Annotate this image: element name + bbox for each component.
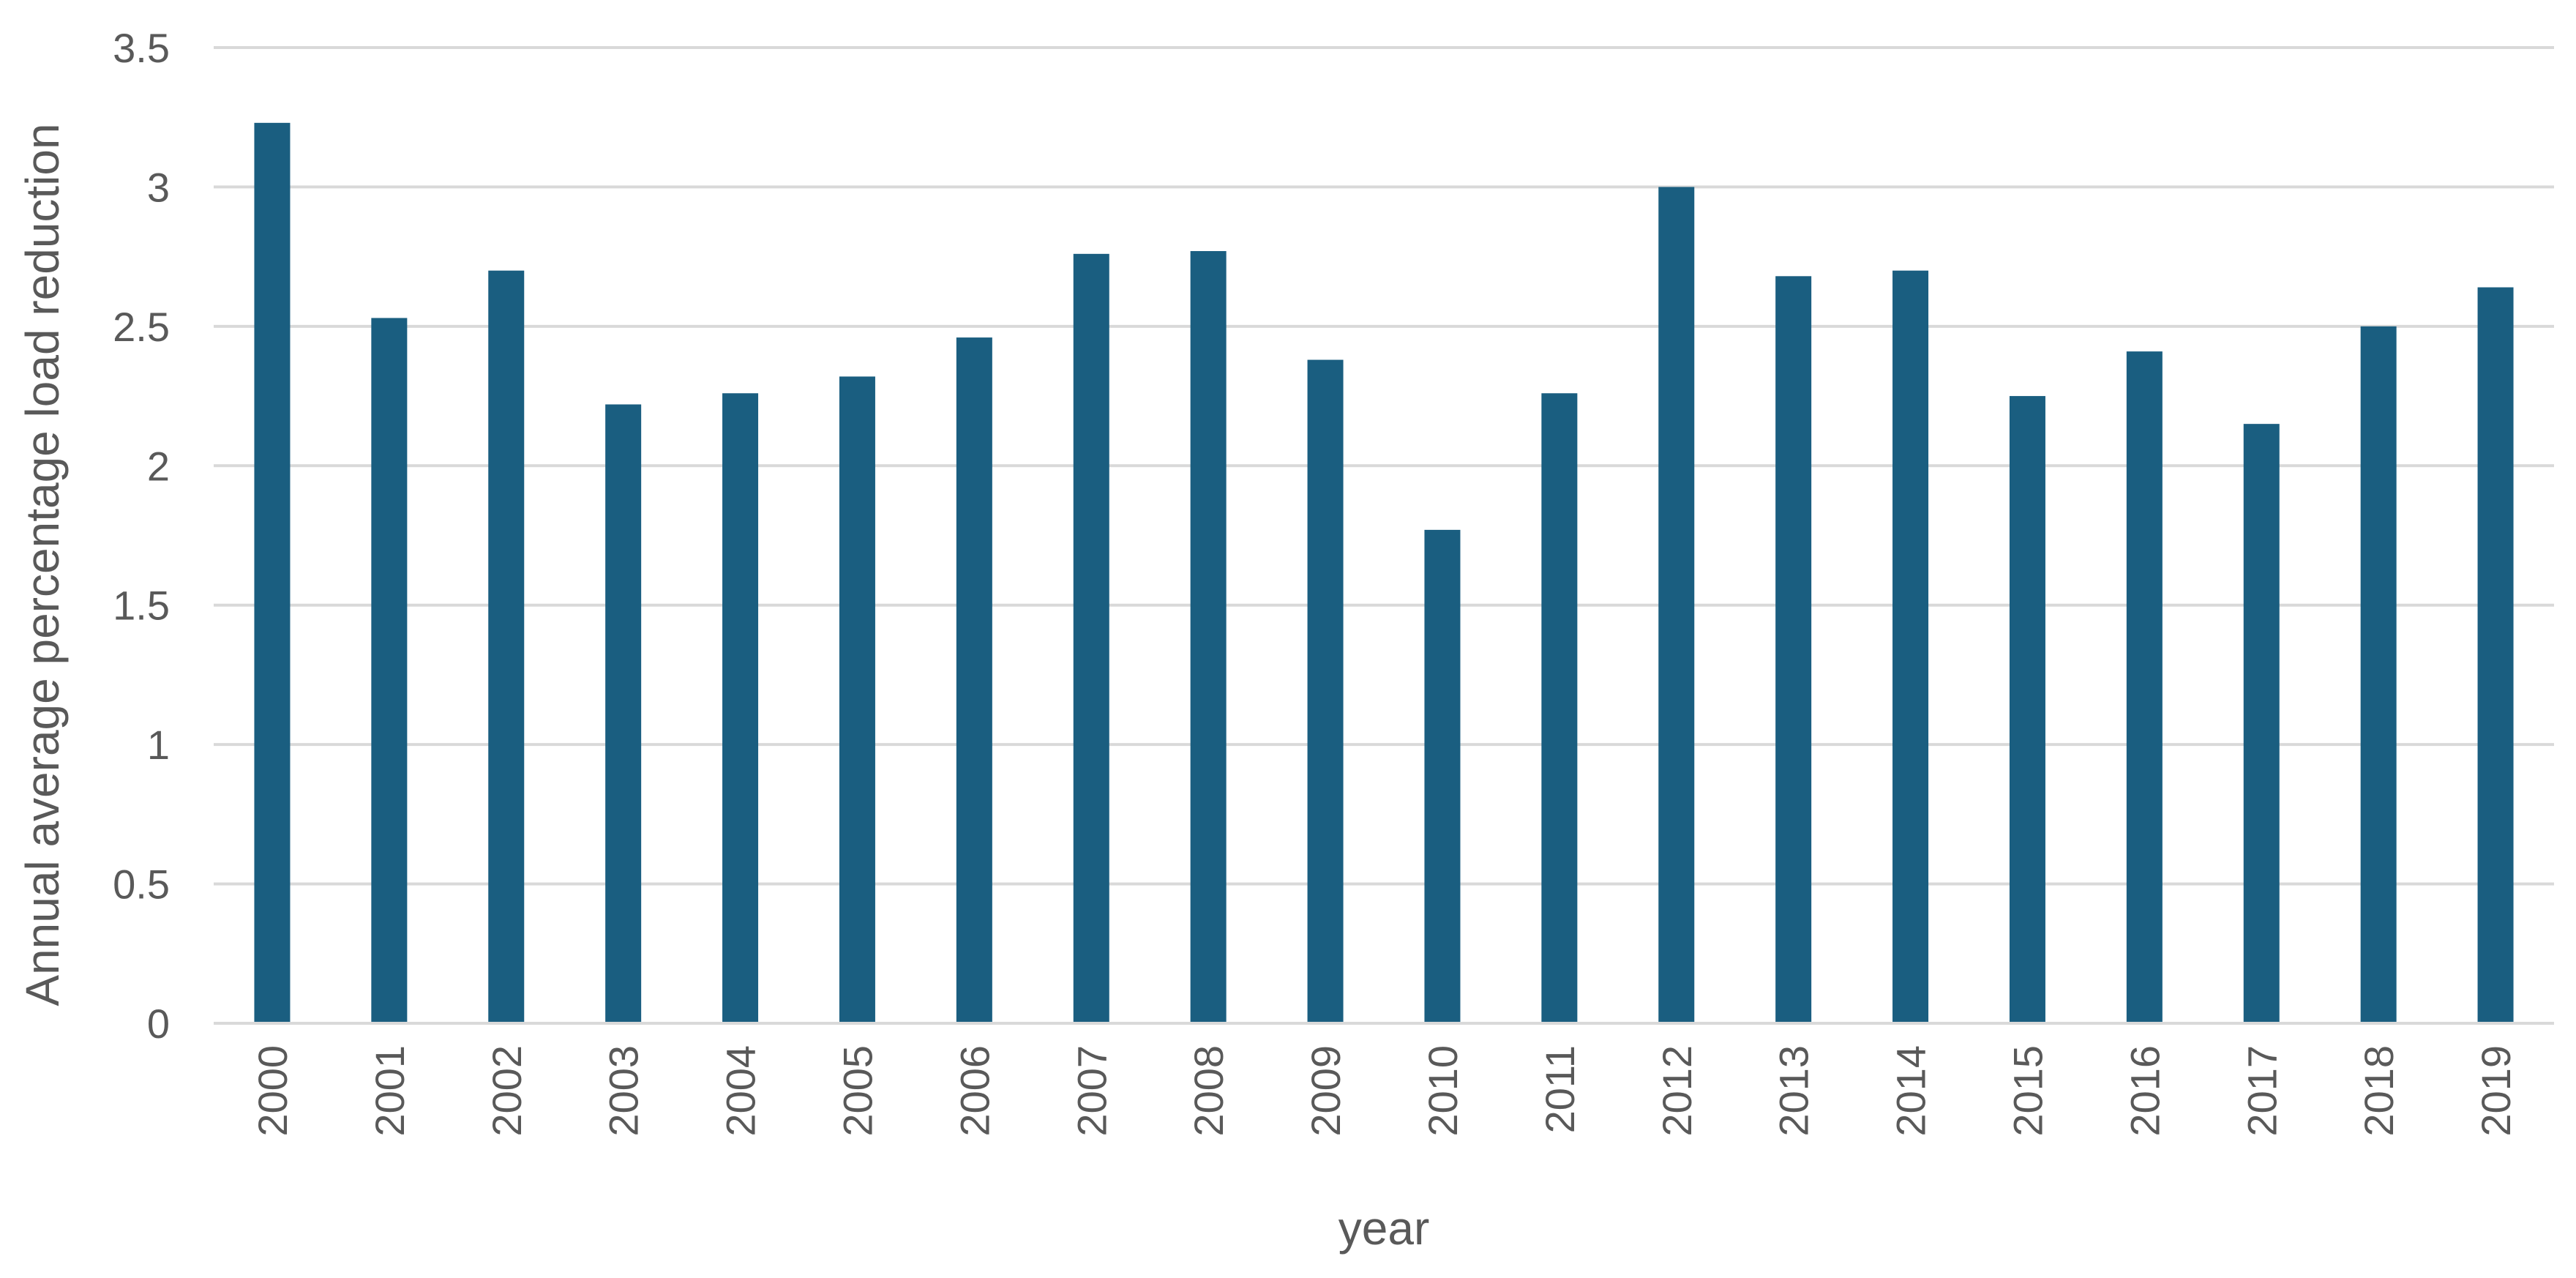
bar-2010 bbox=[1424, 529, 1461, 1023]
bar-2001 bbox=[371, 318, 408, 1024]
x-tick-label: 2016 bbox=[2122, 1045, 2168, 1137]
bar-2000 bbox=[254, 122, 291, 1023]
bar-2005 bbox=[839, 376, 875, 1023]
bar-2011 bbox=[1541, 393, 1578, 1023]
x-tick-label: 2004 bbox=[718, 1045, 764, 1137]
x-tick-label: 2010 bbox=[1420, 1045, 1466, 1137]
bar-2003 bbox=[605, 404, 642, 1023]
gridlines bbox=[214, 46, 2554, 886]
bar-2016 bbox=[2126, 351, 2163, 1023]
bar-2017 bbox=[2243, 424, 2280, 1023]
x-tick-label: 2019 bbox=[2473, 1045, 2519, 1137]
x-tick-label: 2000 bbox=[250, 1045, 296, 1137]
x-tick-label: 2006 bbox=[951, 1045, 997, 1137]
y-tick-label: 2 bbox=[147, 443, 170, 489]
x-tick-label: 2008 bbox=[1186, 1045, 1232, 1137]
y-tick-label: 3 bbox=[147, 164, 170, 210]
x-axis-title: year bbox=[1338, 1202, 1430, 1255]
y-tick-label: 2.5 bbox=[113, 304, 170, 350]
bar-2009 bbox=[1307, 359, 1344, 1023]
x-tick-label: 2005 bbox=[834, 1045, 880, 1137]
bar-2018 bbox=[2360, 326, 2397, 1023]
bar-2013 bbox=[1775, 276, 1812, 1023]
x-tick-label: 2002 bbox=[484, 1045, 530, 1137]
bar-2008 bbox=[1190, 251, 1227, 1023]
bar-2014 bbox=[1892, 270, 1929, 1024]
bar-2006 bbox=[956, 337, 992, 1023]
x-tick-label: 2017 bbox=[2239, 1045, 2285, 1137]
bar-2007 bbox=[1073, 253, 1109, 1024]
y-tick-label: 1 bbox=[147, 722, 170, 768]
x-tick-label: 2012 bbox=[1654, 1045, 1700, 1137]
y-axis-title: Annual average percentage load reduction bbox=[16, 123, 69, 1006]
bar-2002 bbox=[488, 270, 525, 1024]
x-tick-label: 2003 bbox=[601, 1045, 647, 1137]
x-tick-label: 2015 bbox=[2004, 1045, 2051, 1137]
y-tick-label: 0.5 bbox=[113, 862, 170, 908]
y-tick-label: 0 bbox=[147, 1001, 170, 1047]
bar-2012 bbox=[1658, 187, 1695, 1023]
y-tick-label: 1.5 bbox=[113, 583, 170, 629]
x-tick-labels: 2000 2001 2002 2003 2004 2005 2006 2007 2008 2009… bbox=[250, 1045, 2519, 1137]
x-tick-label: 2009 bbox=[1303, 1045, 1349, 1137]
bar-2019 bbox=[2477, 287, 2514, 1024]
x-tick-label: 2014 bbox=[1888, 1045, 1934, 1137]
x-tick-label: 2007 bbox=[1068, 1045, 1115, 1137]
x-tick-label: 2018 bbox=[2356, 1045, 2402, 1137]
bars bbox=[254, 122, 2514, 1024]
x-tick-label: 2013 bbox=[1771, 1045, 1817, 1137]
y-tick-labels: 0 0.5 1 1.5 2 2.5 3 3.5 bbox=[113, 25, 170, 1047]
x-tick-label: 2001 bbox=[367, 1045, 413, 1137]
bar-2004 bbox=[722, 393, 759, 1023]
bar-2015 bbox=[2009, 396, 2045, 1023]
y-tick-label: 3.5 bbox=[113, 25, 170, 71]
x-tick-label: 2011 bbox=[1537, 1045, 1583, 1133]
